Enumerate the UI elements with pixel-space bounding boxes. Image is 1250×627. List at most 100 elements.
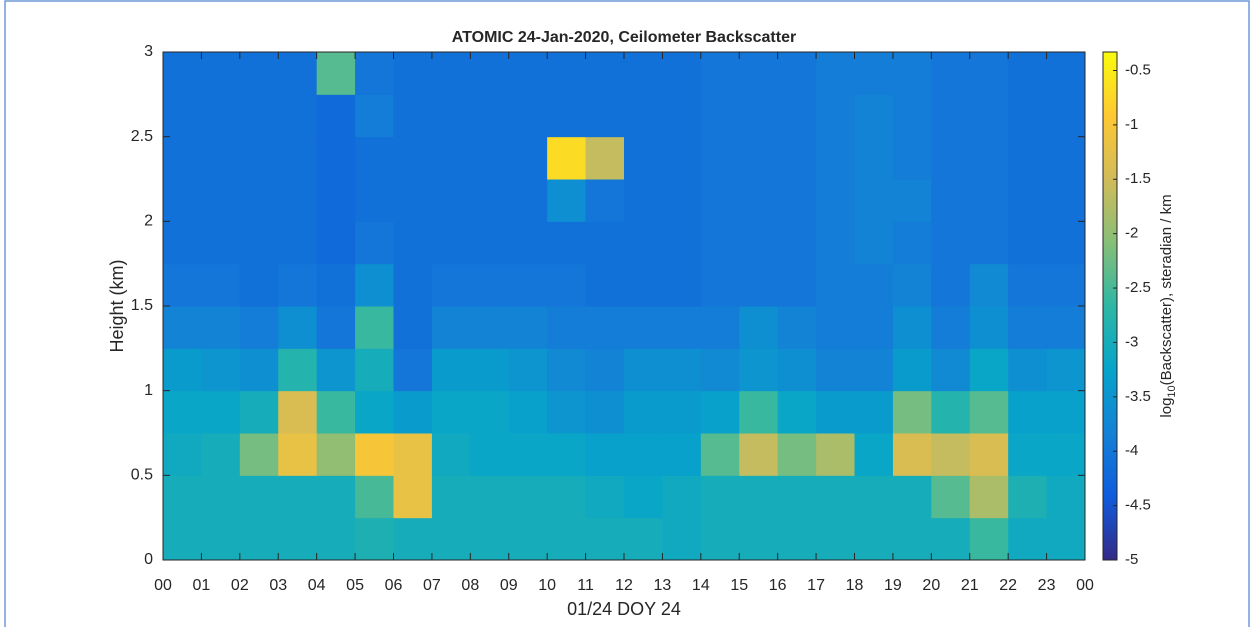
heatmap-cell [662, 94, 702, 138]
heatmap-cell [393, 433, 433, 476]
heatmap-cell [585, 306, 625, 349]
heatmap-cell [1046, 433, 1086, 476]
heatmap-cell [816, 475, 855, 519]
heatmap-cell [508, 433, 548, 476]
heatmap-cell [239, 52, 279, 95]
heatmap-cell [316, 52, 356, 95]
heatmap-cell [931, 390, 971, 434]
heatmap-cell [1008, 348, 1048, 392]
heatmap-cell [393, 306, 433, 349]
heatmap-cell [316, 517, 356, 561]
y-tick-label: 1 [144, 382, 153, 399]
heatmap-cell [700, 52, 740, 95]
heatmap-cell [163, 94, 202, 138]
heatmap-cell [316, 348, 356, 392]
heatmap-cell [393, 136, 433, 180]
heatmap-cell [624, 390, 663, 434]
heatmap-cell [355, 263, 394, 307]
heatmap-cell [931, 306, 971, 349]
colorbar-tick-label: -5 [1125, 551, 1138, 568]
x-tick-label: 19 [884, 577, 902, 594]
heatmap-cell [700, 221, 740, 265]
heatmap-cell [739, 52, 779, 95]
heatmap-cell [739, 433, 779, 476]
heatmap-cell [1046, 221, 1086, 265]
heatmap-cell [931, 136, 971, 180]
heatmap-cell [163, 306, 202, 349]
x-tick-label: 20 [922, 577, 940, 594]
heatmap-cell [969, 475, 1009, 519]
heatmap-cell [700, 390, 740, 434]
heatmap-cell [431, 390, 471, 434]
heatmap-cell [470, 348, 510, 392]
heatmap-cell [700, 179, 740, 222]
heatmap-cell [739, 94, 779, 138]
frame [4, 0, 1250, 627]
heatmap-cell [816, 306, 855, 349]
heatmap-cell [816, 179, 855, 222]
heatmap-cell [777, 221, 817, 265]
x-tick-label: 15 [730, 577, 748, 594]
heatmap-cell [892, 221, 932, 265]
heatmap-cell [470, 390, 510, 434]
heatmap-cell [201, 306, 241, 349]
heatmap-cell [816, 517, 855, 561]
heatmap-cell [431, 348, 471, 392]
heatmap-cell [508, 263, 548, 307]
heatmap-cell [547, 517, 587, 561]
heatmap-cell [624, 263, 663, 307]
heatmap-cell [969, 306, 1009, 349]
heatmap-cell [355, 136, 394, 180]
heatmap-cell [1046, 475, 1086, 519]
heatmap-cell [431, 221, 471, 265]
heatmap-cell [816, 433, 855, 476]
heatmap-cell [931, 433, 971, 476]
heatmap-cell [969, 348, 1009, 392]
heatmap-cell [931, 52, 971, 95]
heatmap-cell [854, 475, 894, 519]
heatmap-cell [278, 94, 318, 138]
colorbar-tick-label: -2.5 [1125, 279, 1151, 296]
heatmap-cell [239, 94, 279, 138]
heatmap-cell [201, 517, 241, 561]
x-tick-label: 17 [807, 577, 825, 594]
heatmap-cell [355, 475, 394, 519]
heatmap-cell [892, 52, 932, 95]
heatmap-cell [316, 179, 356, 222]
heatmap-cell [1008, 475, 1048, 519]
heatmap-cell [355, 221, 394, 265]
heatmap-cell [969, 517, 1009, 561]
x-tick-label: 05 [346, 577, 364, 594]
heatmap-cell [239, 306, 279, 349]
heatmap-cell [278, 306, 318, 349]
heatmap-cell [739, 517, 779, 561]
heatmap-cell [854, 263, 894, 307]
colorbar-label: log10(Backscatter), steradian / km [1158, 194, 1178, 417]
x-tick-label: 11 [577, 577, 594, 594]
heatmap-cell [393, 221, 433, 265]
heatmap-cell [355, 179, 394, 222]
heatmap-cell [931, 517, 971, 561]
heatmap-cell [700, 136, 740, 180]
heatmap-cell [662, 263, 702, 307]
heatmap-cell [355, 52, 394, 95]
heatmap-cell [816, 136, 855, 180]
heatmap-cell [739, 136, 779, 180]
x-tick-label: 21 [961, 577, 979, 594]
heatmap-cell [892, 179, 932, 222]
heatmap [163, 52, 1086, 561]
heatmap-cell [1046, 136, 1086, 180]
heatmap-cell [816, 263, 855, 307]
heatmap-cell [355, 94, 394, 138]
colorbar-tick-label: -4.5 [1125, 497, 1151, 514]
x-tick-label: 14 [692, 577, 710, 594]
heatmap-cell [854, 94, 894, 138]
x-tick-label: 00 [154, 577, 172, 594]
heatmap-cell [739, 475, 779, 519]
heatmap-cell [278, 517, 318, 561]
heatmap-cell [585, 52, 625, 95]
heatmap-cell [662, 433, 702, 476]
heatmap-cell [393, 94, 433, 138]
heatmap-cell [431, 517, 471, 561]
